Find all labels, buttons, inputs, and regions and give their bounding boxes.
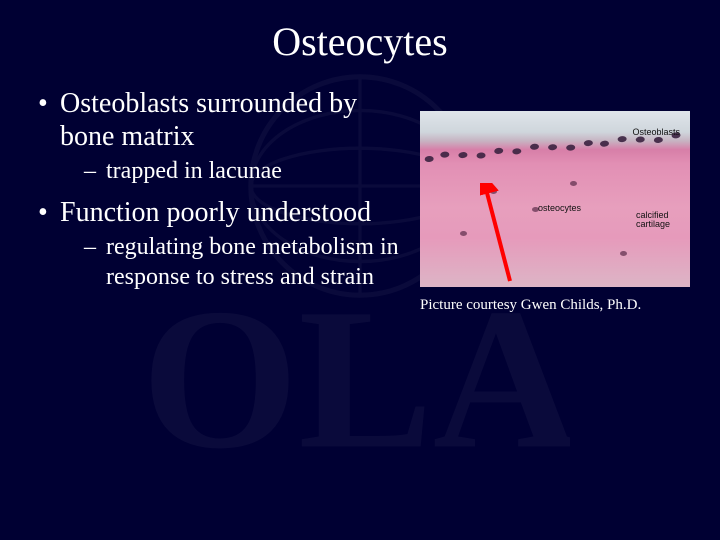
sub-bullet-text: trapped in lacunae bbox=[106, 158, 282, 184]
arrow-icon bbox=[480, 183, 540, 283]
bullet-list: Osteoblasts surrounded by bone matrix tr… bbox=[30, 87, 412, 292]
sub-bullet-item: regulating bone metabolism in response t… bbox=[84, 233, 412, 292]
image-label-osteoblasts: Osteoblasts bbox=[632, 127, 680, 137]
slide: Osteocytes Osteoblasts surrounded by bon… bbox=[0, 0, 720, 540]
bullet-item: Function poorly understood regulating bo… bbox=[36, 196, 412, 292]
content-row: Osteoblasts surrounded by bone matrix tr… bbox=[30, 87, 690, 314]
sub-bullet-text: regulating bone metabolism in response t… bbox=[106, 234, 399, 289]
text-column: Osteoblasts surrounded by bone matrix tr… bbox=[30, 87, 412, 302]
bullet-item: Osteoblasts surrounded by bone matrix tr… bbox=[36, 87, 412, 186]
bullet-text: Osteoblasts surrounded by bone matrix bbox=[60, 88, 357, 152]
image-label-osteocytes: osteocytes bbox=[538, 203, 581, 213]
histology-image: Osteoblasts osteocytes calcified cartila… bbox=[420, 111, 690, 287]
sub-bullet-item: trapped in lacunae bbox=[84, 157, 412, 186]
figure-caption: Picture courtesy Gwen Childs, Ph.D. bbox=[420, 297, 690, 314]
figure-column: Osteoblasts osteocytes calcified cartila… bbox=[420, 111, 690, 314]
bullet-text: Function poorly understood bbox=[60, 197, 371, 228]
image-label-calcified-cartilage: calcified cartilage bbox=[636, 211, 682, 230]
slide-title: Osteocytes bbox=[30, 18, 690, 65]
